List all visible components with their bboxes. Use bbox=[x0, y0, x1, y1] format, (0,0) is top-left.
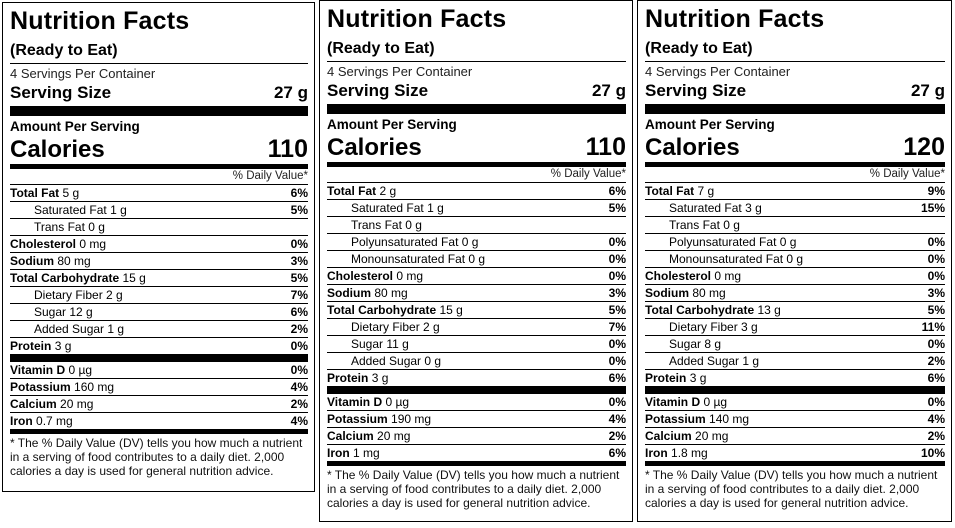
nutrient-row: Monounsaturated Fat 0 g 0% bbox=[327, 251, 626, 268]
nutrient-row: Cholesterol 0 mg 0% bbox=[645, 269, 945, 285]
thick-divider bbox=[645, 386, 945, 394]
medium-divider bbox=[645, 162, 945, 167]
nutrient-row: Sodium 80 mg 3% bbox=[10, 254, 308, 270]
nutrient-row: Total Fat 2 g 6% bbox=[327, 184, 626, 200]
nutrient-row: Sugar 11 g 0% bbox=[327, 336, 626, 353]
vitamin-row: Iron 1 mg 6% bbox=[327, 446, 626, 460]
nutrition-label-3: Nutrition Facts (Ready to Eat) 4 Serving… bbox=[637, 0, 952, 522]
vitamin-row: Potassium 140 mg 4% bbox=[645, 412, 945, 428]
medium-divider bbox=[10, 429, 308, 434]
servings-per-container: 4 Servings Per Container bbox=[645, 64, 791, 79]
nutrient-row: Saturated Fat 1 g 5% bbox=[10, 202, 308, 219]
nutrient-row: Sugar 12 g 6% bbox=[10, 304, 308, 321]
nutrient-row: Dietary Fiber 2 g 7% bbox=[10, 287, 308, 304]
calories-label: Calories bbox=[327, 134, 422, 161]
nutrient-row: Polyunsaturated Fat 0 g 0% bbox=[645, 234, 945, 251]
serving-size-row: Serving Size 27 g bbox=[327, 81, 626, 104]
nutrient-row: Cholesterol 0 mg 0% bbox=[327, 269, 626, 285]
amount-per-serving: Amount Per Serving bbox=[10, 119, 140, 134]
nutrition-label-2: Nutrition Facts (Ready to Eat) 4 Serving… bbox=[319, 0, 633, 522]
nutrient-row: Added Sugar 1 g 2% bbox=[645, 353, 945, 370]
medium-divider bbox=[327, 461, 626, 466]
label-subtitle: (Ready to Eat) bbox=[327, 40, 626, 62]
nutrient-row: Dietary Fiber 3 g 11% bbox=[645, 319, 945, 336]
serving-size-value: 27 g bbox=[591, 81, 626, 100]
calories-label: Calories bbox=[645, 134, 740, 161]
nutrition-label-1: Nutrition Facts (Ready to Eat) 4 Serving… bbox=[2, 2, 315, 492]
serving-size-label: Serving Size bbox=[10, 83, 112, 102]
servings-per-container: 4 Servings Per Container bbox=[10, 66, 156, 81]
serving-size-value: 27 g bbox=[273, 83, 308, 102]
nutrient-row: Total Carbohydrate 15 g 5% bbox=[10, 271, 308, 287]
daily-value-header: % Daily Value* bbox=[327, 167, 626, 183]
nutrient-row: Protein 3 g 6% bbox=[327, 371, 626, 385]
thick-divider bbox=[10, 106, 308, 116]
calories-value: 120 bbox=[903, 133, 945, 161]
nutrient-row: Sodium 80 mg 3% bbox=[645, 286, 945, 302]
daily-value-header: % Daily Value* bbox=[10, 169, 308, 185]
nutrient-row: Saturated Fat 1 g 5% bbox=[327, 200, 626, 217]
footnote: * The % Daily Value (DV) tells you how m… bbox=[327, 468, 620, 510]
thick-divider bbox=[327, 386, 626, 394]
nutrient-row: Trans Fat 0 g bbox=[10, 219, 308, 236]
vitamin-row: Calcium 20 mg 2% bbox=[327, 429, 626, 445]
vitamin-row: Vitamin D 0 µg 0% bbox=[645, 395, 945, 411]
daily-value-header: % Daily Value* bbox=[645, 167, 945, 183]
calories-row: Calories 120 bbox=[645, 134, 945, 162]
footnote: * The % Daily Value (DV) tells you how m… bbox=[10, 436, 303, 478]
vitamin-row: Vitamin D 0 µg 0% bbox=[10, 363, 308, 379]
thick-divider bbox=[327, 104, 626, 114]
nutrient-row: Monounsaturated Fat 0 g 0% bbox=[645, 251, 945, 268]
vitamin-row: Iron 1.8 mg 10% bbox=[645, 446, 945, 460]
nutrient-row: Saturated Fat 3 g 15% bbox=[645, 200, 945, 217]
nutrient-row: Protein 3 g 0% bbox=[10, 339, 308, 353]
serving-size-row: Serving Size 27 g bbox=[645, 81, 945, 104]
vitamin-row: Potassium 190 mg 4% bbox=[327, 412, 626, 428]
calories-label: Calories bbox=[10, 136, 105, 163]
nutrient-row: Protein 3 g 6% bbox=[645, 371, 945, 385]
serving-size-row: Serving Size 27 g bbox=[10, 83, 308, 106]
medium-divider bbox=[645, 461, 945, 466]
medium-divider bbox=[10, 164, 308, 169]
vitamin-row: Potassium 160 mg 4% bbox=[10, 380, 308, 396]
nutrient-row: Total Carbohydrate 13 g 5% bbox=[645, 303, 945, 319]
label-subtitle: (Ready to Eat) bbox=[645, 40, 945, 62]
serving-size-label: Serving Size bbox=[327, 81, 429, 100]
thick-divider bbox=[645, 104, 945, 114]
nutrient-row: Total Fat 7 g 9% bbox=[645, 184, 945, 200]
nutrient-row: Added Sugar 1 g 2% bbox=[10, 321, 308, 338]
calories-row: Calories 110 bbox=[327, 134, 626, 162]
calories-value: 110 bbox=[585, 133, 626, 161]
vitamin-row: Calcium 20 mg 2% bbox=[645, 429, 945, 445]
label-title: Nutrition Facts bbox=[645, 5, 825, 33]
nutrient-row: Total Carbohydrate 15 g 5% bbox=[327, 303, 626, 319]
amount-per-serving: Amount Per Serving bbox=[327, 117, 457, 132]
nutrient-row: Sugar 8 g 0% bbox=[645, 336, 945, 353]
nutrient-row: Trans Fat 0 g bbox=[645, 217, 945, 234]
nutrient-row: Total Fat 5 g 6% bbox=[10, 186, 308, 202]
label-title: Nutrition Facts bbox=[327, 5, 507, 33]
serving-size-value: 27 g bbox=[910, 81, 945, 100]
label-title: Nutrition Facts bbox=[10, 7, 190, 35]
thick-divider bbox=[10, 354, 308, 362]
footnote: * The % Daily Value (DV) tells you how m… bbox=[645, 468, 938, 510]
nutrient-row: Added Sugar 0 g 0% bbox=[327, 353, 626, 370]
servings-per-container: 4 Servings Per Container bbox=[327, 64, 473, 79]
serving-size-label: Serving Size bbox=[645, 81, 747, 100]
vitamin-row: Calcium 20 mg 2% bbox=[10, 397, 308, 413]
nutrient-row: Cholesterol 0 mg 0% bbox=[10, 237, 308, 253]
nutrient-row: Dietary Fiber 2 g 7% bbox=[327, 319, 626, 336]
calories-value: 110 bbox=[267, 135, 308, 163]
nutrient-row: Trans Fat 0 g bbox=[327, 217, 626, 234]
amount-per-serving: Amount Per Serving bbox=[645, 117, 775, 132]
nutrient-row: Polyunsaturated Fat 0 g 0% bbox=[327, 234, 626, 251]
nutrient-row: Sodium 80 mg 3% bbox=[327, 286, 626, 302]
vitamin-row: Iron 0.7 mg 4% bbox=[10, 414, 308, 428]
label-subtitle: (Ready to Eat) bbox=[10, 42, 308, 64]
medium-divider bbox=[327, 162, 626, 167]
calories-row: Calories 110 bbox=[10, 136, 308, 164]
vitamin-row: Vitamin D 0 µg 0% bbox=[327, 395, 626, 411]
